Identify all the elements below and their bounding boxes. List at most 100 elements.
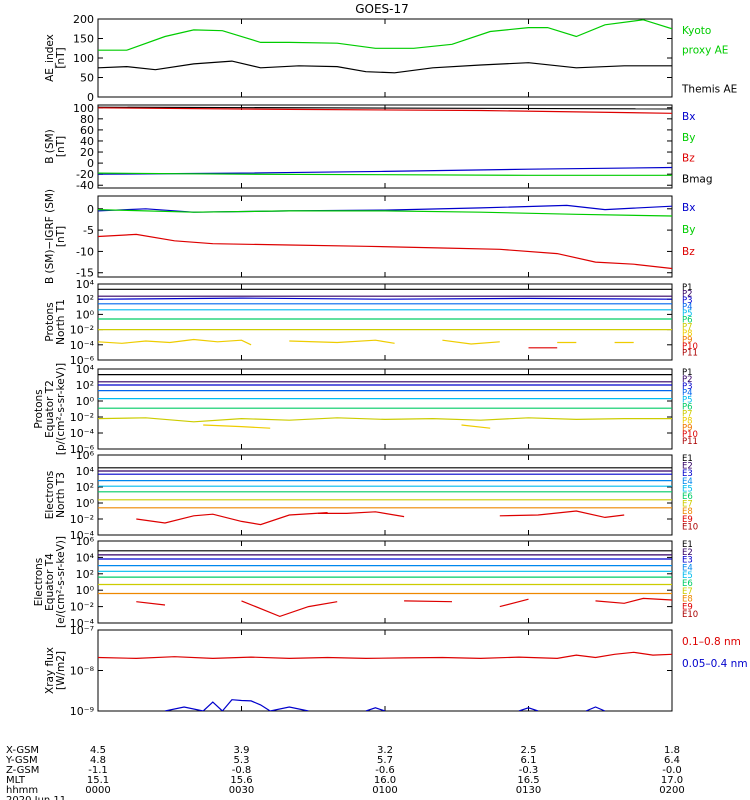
series-line <box>164 699 309 711</box>
legend-entry: proxy AE <box>682 45 728 57</box>
series-group <box>98 106 672 176</box>
x-axis-tick-value: 17.0 <box>661 775 683 786</box>
x-axis-tick-value: 0100 <box>372 785 397 796</box>
series-group <box>98 19 672 74</box>
panel-7: 10⁻⁴ 10⁻² 10⁰ 10² 10⁴ 10⁶ Electrons Equator T4[… <box>33 535 698 630</box>
y-tick-label: 10⁰ <box>76 497 95 510</box>
series-line <box>289 339 395 344</box>
y-tick-label: 10⁻⁴ <box>70 529 95 542</box>
legend-entry: E3 <box>682 556 693 566</box>
x-axis-tick-value: -0.8 <box>232 765 252 776</box>
legend-entry: P8 <box>682 329 693 339</box>
series-group <box>98 204 672 270</box>
panel-frame <box>97 629 673 712</box>
panel-frame <box>97 283 673 361</box>
x-axis-date: 2020 Jun 11 <box>6 795 66 800</box>
series-line <box>203 424 271 429</box>
series-line <box>98 417 672 423</box>
legend-entry: P4 <box>682 389 693 399</box>
y-tick-label: 10⁻⁴ <box>70 617 95 630</box>
y-axis-label: [nT] <box>55 47 67 68</box>
legend-entry: P3 <box>682 382 693 392</box>
panel-4: 10⁻⁶ 10⁻⁴ 10⁻² 10⁰ 10² 10⁴ Protons North T1 P1P2… <box>44 278 698 367</box>
y-tick-label: 0 <box>87 91 94 104</box>
legend-entry: E5 <box>682 571 693 581</box>
y-tick-label: 10⁻⁸ <box>70 665 95 678</box>
y-tick-label: -5 <box>83 224 94 237</box>
legend-entry: E1 <box>682 540 693 550</box>
series-line <box>365 707 386 711</box>
y-tick-label: 10² <box>76 481 94 494</box>
x-axis-tick-value: 6.4 <box>664 755 680 766</box>
legend-entry: E4 <box>682 477 693 487</box>
legend-entry: By <box>682 132 695 144</box>
legend-entry: E9 <box>682 515 693 525</box>
y-tick-label: 10⁶ <box>76 535 95 548</box>
panel-frame <box>97 540 673 624</box>
legend-entry: P9 <box>682 335 693 345</box>
y-tick-label: 10⁰ <box>76 308 95 321</box>
x-axis-row-label: MLT <box>6 775 26 786</box>
legend-entry: P6 <box>682 403 693 413</box>
x-axis-tick-value: 15.6 <box>230 775 252 786</box>
x-axis-tick-value: 2.5 <box>521 745 537 756</box>
legend-entry: E10 <box>682 610 698 620</box>
y-tick-label: -40 <box>76 179 94 192</box>
y-tick-label: 100 <box>73 52 94 65</box>
series-group <box>98 651 672 711</box>
y-tick-label: 10² <box>76 568 94 581</box>
x-axis-tick-value: 0030 <box>229 785 254 796</box>
y-tick-label: 40 <box>80 135 94 148</box>
y-axis-label: Xray flux <box>44 647 56 694</box>
y-tick-label: 10⁴ <box>76 465 95 478</box>
legend-entry: E2 <box>682 548 693 558</box>
y-tick-label: 10⁻⁶ <box>70 354 95 367</box>
x-axis-tick-value: -0.3 <box>519 765 539 776</box>
panel-frame <box>97 195 673 278</box>
y-tick-label: 0 <box>87 157 94 170</box>
legend-entry: E7 <box>682 587 693 597</box>
y-tick-label: 10⁴ <box>76 363 95 376</box>
x-axis-tick-value: -1.1 <box>88 765 108 776</box>
x-axis-row-label: Y-GSM <box>5 755 38 766</box>
series-line <box>461 424 491 429</box>
legend-entry: Themis AE <box>681 84 737 96</box>
x-axis-tick-value: 0000 <box>85 785 110 796</box>
series-line <box>442 339 500 345</box>
series-line <box>98 60 672 74</box>
y-tick-label: 20 <box>80 146 94 159</box>
legend-entry: P7 <box>682 322 693 332</box>
x-axis-tick-value: 3.9 <box>234 745 250 756</box>
y-tick-label: 10⁻² <box>70 411 94 424</box>
y-axis-label: AE_index <box>44 34 56 82</box>
series-line <box>98 106 672 110</box>
series-line <box>98 233 672 270</box>
legend-entry: E9 <box>682 602 693 612</box>
y-tick-label: 10⁻⁹ <box>70 705 94 718</box>
legend-entry: E8 <box>682 595 693 605</box>
x-axis-tick-value: 4.5 <box>90 745 106 756</box>
legend-entry: E7 <box>682 500 693 510</box>
series-group <box>98 467 672 526</box>
legend-entry: E2 <box>682 462 693 472</box>
y-tick-label: 60 <box>80 124 94 137</box>
y-axis-label: [W/m2] <box>55 651 67 690</box>
legend-entry: P11 <box>682 348 698 358</box>
legend-entry: P10 <box>682 430 698 440</box>
x-axis-tick-value: 0130 <box>516 785 541 796</box>
series-line <box>136 512 328 526</box>
panel-frame <box>97 18 673 98</box>
series-line <box>98 19 672 51</box>
legend-entry: P5 <box>682 309 693 319</box>
y-tick-label: 50 <box>80 72 94 85</box>
panel-frame <box>97 368 673 450</box>
y-tick-label: 10⁴ <box>76 278 95 291</box>
y-axis-label: [e/(cm²-s-sr-keV)] <box>55 536 67 628</box>
legend-entry: E6 <box>682 492 693 502</box>
y-axis-label: B (SM) <box>44 129 56 163</box>
series-line <box>98 107 672 114</box>
y-axis-label: Electrons <box>44 471 56 520</box>
